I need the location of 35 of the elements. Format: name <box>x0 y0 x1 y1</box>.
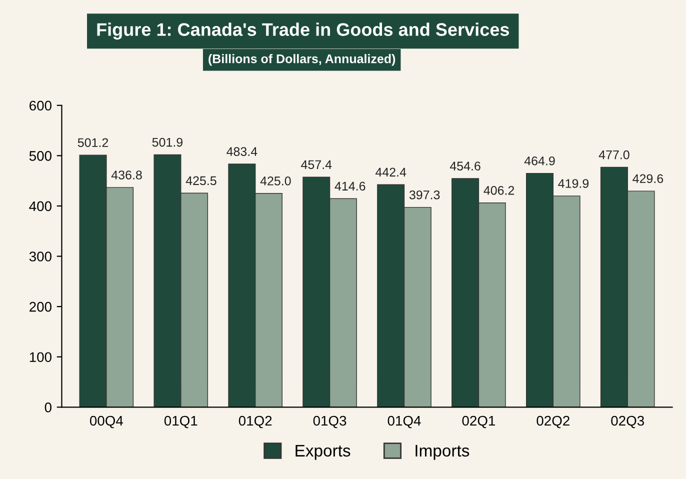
chart-subtitle: (Billions of Dollars, Annualized) <box>208 54 396 66</box>
data-label: 464.9 <box>524 156 555 166</box>
x-tick-label: 02Q2 <box>536 416 570 428</box>
x-tick-label: 01Q3 <box>313 416 346 428</box>
y-tick-label: 100 <box>30 352 52 362</box>
data-label: 414.6 <box>334 182 366 191</box>
data-label: 436.8 <box>111 170 142 180</box>
y-tick-label: 500 <box>29 151 52 161</box>
legend-label: Exports <box>296 444 350 460</box>
data-label: 406.2 <box>484 186 514 195</box>
data-label: 501.9 <box>152 138 183 147</box>
x-tick-label: 01Q4 <box>388 416 421 428</box>
y-tick-label: 400 <box>29 201 52 212</box>
x-tick-label: 01Q1 <box>164 416 198 428</box>
data-label: 483.4 <box>226 147 258 156</box>
data-label: 454.6 <box>450 162 480 170</box>
y-tick-label: 600 <box>30 100 52 111</box>
data-label: 457.4 <box>301 160 332 170</box>
data-label: 442.4 <box>375 168 406 176</box>
data-label: 501.2 <box>78 138 108 148</box>
x-tick-label: 02Q1 <box>462 416 496 428</box>
data-label: 425.0 <box>260 176 291 186</box>
y-tick-label: 200 <box>30 302 52 312</box>
x-tick-label: 01Q2 <box>238 416 272 428</box>
data-label: 477.0 <box>598 150 630 160</box>
data-label: 419.9 <box>558 179 589 188</box>
y-tick-label: 300 <box>29 252 52 262</box>
chart-title: Figure 1: Canada's Trade in Goods and Services <box>97 22 509 40</box>
data-label: 425.5 <box>186 176 216 186</box>
y-tick-label: 0 <box>44 402 52 412</box>
data-label: 397.3 <box>409 190 440 200</box>
legend-label: Imports <box>416 444 470 460</box>
data-label: 429.6 <box>632 174 664 184</box>
x-tick-label: 02Q3 <box>611 416 644 428</box>
x-tick-label: 00Q4 <box>90 416 123 428</box>
